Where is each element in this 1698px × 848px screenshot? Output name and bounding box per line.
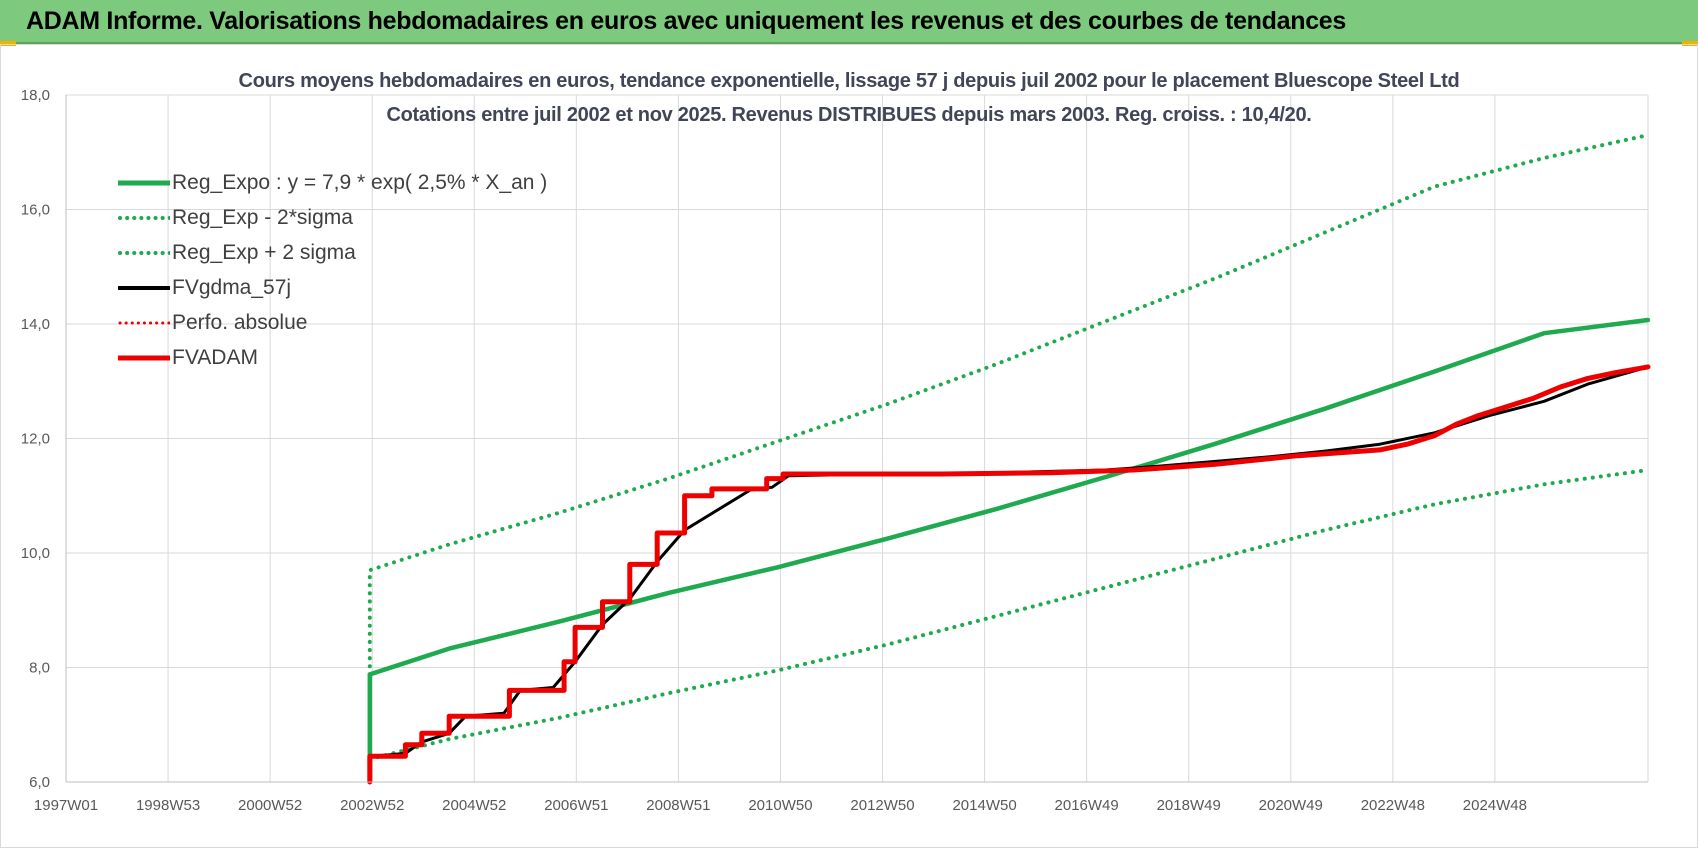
chart-axes: 6,0 8,0 10,0 12,0 14,0 16,0 18,0 1997W01 1998W53… bbox=[21, 87, 1648, 814]
legend-item-reg-expo: Reg_Expo : y = 7,9 * exp( 2,5% * X_an ) bbox=[118, 165, 547, 200]
x-tick-label: 2024W48 bbox=[1463, 797, 1527, 814]
legend-swatch-reg-exp-minus bbox=[118, 215, 170, 220]
chart-legend: Reg_Expo : y = 7,9 * exp( 2,5% * X_an ) … bbox=[118, 165, 547, 375]
x-tick-label: 2004W52 bbox=[442, 797, 506, 814]
x-tick-label: 2002W52 bbox=[340, 797, 404, 814]
grid-lines bbox=[66, 94, 1649, 783]
x-tick-label: 2010W50 bbox=[748, 797, 812, 814]
corner-marker-right bbox=[1682, 41, 1698, 46]
legend-swatch-fvgdma bbox=[118, 285, 170, 290]
y-tick-label: 8,0 bbox=[29, 660, 50, 677]
y-tick-label: 16,0 bbox=[21, 202, 50, 219]
x-tick-label: 2018W49 bbox=[1157, 797, 1221, 814]
x-tick-label: 2000W52 bbox=[238, 797, 302, 814]
y-tick-label: 6,0 bbox=[29, 774, 50, 791]
x-tick-label: 2020W49 bbox=[1259, 797, 1323, 814]
legend-item-reg-exp-minus: Reg_Exp - 2*sigma bbox=[118, 200, 547, 235]
series-line-1 bbox=[367, 468, 1650, 762]
x-tick-label: 2006W51 bbox=[544, 797, 608, 814]
series-line-2 bbox=[367, 133, 1650, 677]
legend-label-fvgdma: FVgdma_57j bbox=[172, 275, 292, 299]
legend-swatch-reg-exp-plus bbox=[118, 250, 170, 255]
x-tick-label: 2008W51 bbox=[646, 797, 710, 814]
x-tick-label: 2016W49 bbox=[1055, 797, 1119, 814]
chart-title-line2: Cotations entre juil 2002 et nov 2025. R… bbox=[386, 104, 1312, 126]
legend-label-fvadam: FVADAM bbox=[172, 345, 258, 369]
y-tick-label: 18,0 bbox=[21, 87, 50, 104]
report-title: ADAM Informe. Valorisations hebdomadaire… bbox=[26, 7, 1347, 35]
x-tick-label: 2012W50 bbox=[850, 797, 914, 814]
report-header: ADAM Informe. Valorisations hebdomadaire… bbox=[0, 0, 1698, 44]
legend-swatch-reg-expo bbox=[118, 180, 170, 185]
series-line-0 bbox=[367, 317, 1651, 785]
series-line-5 bbox=[367, 364, 1651, 785]
legend-label-perfo-absolue: Perfo. absolue bbox=[172, 310, 308, 334]
x-tick-label: 1998W53 bbox=[136, 797, 200, 814]
legend-swatch-perfo-absolue bbox=[118, 321, 170, 324]
chart-series bbox=[367, 133, 1651, 785]
y-tick-label: 12,0 bbox=[21, 431, 50, 448]
legend-item-fvadam: FVADAM bbox=[118, 340, 547, 375]
legend-label-reg-exp-plus: Reg_Exp + 2 sigma bbox=[172, 240, 356, 264]
legend-label-reg-expo: Reg_Expo : y = 7,9 * exp( 2,5% * X_an ) bbox=[172, 170, 548, 194]
legend-item-reg-exp-plus: Reg_Exp + 2 sigma bbox=[118, 235, 547, 270]
y-tick-label: 10,0 bbox=[21, 545, 50, 562]
x-tick-label: 2014W50 bbox=[952, 797, 1016, 814]
legend-item-perfo-absolue: Perfo. absolue bbox=[118, 305, 547, 340]
x-tick-label: 2022W48 bbox=[1361, 797, 1425, 814]
x-tick-label: 1997W01 bbox=[34, 797, 98, 814]
chart-title-line1: Cours moyens hebdomadaires en euros, ten… bbox=[238, 70, 1460, 92]
y-tick-label: 14,0 bbox=[21, 316, 50, 333]
legend-item-fvgdma: FVgdma_57j bbox=[118, 270, 547, 305]
legend-swatch-fvadam bbox=[118, 355, 170, 360]
corner-marker-left bbox=[0, 41, 16, 46]
legend-label-reg-exp-minus: Reg_Exp - 2*sigma bbox=[172, 205, 353, 229]
